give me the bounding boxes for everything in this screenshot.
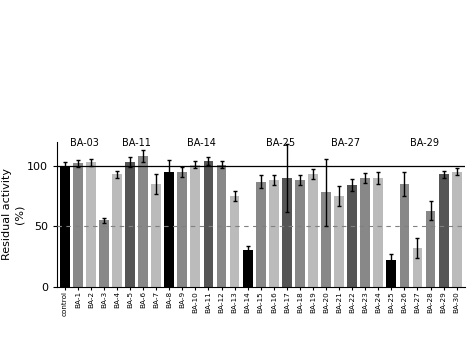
- Bar: [73, 163, 82, 287]
- Bar: [426, 211, 436, 287]
- Y-axis label: Residual activity
(%): Residual activity (%): [2, 168, 24, 260]
- Bar: [386, 260, 396, 287]
- Bar: [400, 184, 410, 287]
- Bar: [243, 250, 253, 287]
- Bar: [360, 178, 370, 287]
- Bar: [230, 196, 239, 287]
- Bar: [164, 172, 174, 287]
- Bar: [86, 162, 96, 287]
- Bar: [191, 164, 201, 287]
- Bar: [269, 180, 279, 287]
- Bar: [321, 192, 331, 287]
- Text: BA-25: BA-25: [266, 138, 295, 148]
- Bar: [217, 164, 227, 287]
- Bar: [295, 180, 305, 287]
- Bar: [99, 220, 109, 287]
- Bar: [452, 172, 462, 287]
- Bar: [308, 174, 318, 287]
- Bar: [256, 182, 265, 287]
- Bar: [125, 162, 135, 287]
- Bar: [203, 161, 213, 287]
- Bar: [439, 174, 448, 287]
- Bar: [412, 248, 422, 287]
- Bar: [282, 178, 292, 287]
- Bar: [374, 178, 383, 287]
- Bar: [177, 172, 187, 287]
- Text: BA-11: BA-11: [122, 138, 151, 148]
- Text: BA-27: BA-27: [331, 138, 360, 148]
- Text: BA-14: BA-14: [188, 138, 216, 148]
- Text: BA-03: BA-03: [70, 138, 99, 148]
- Text: BA-29: BA-29: [410, 138, 438, 148]
- Bar: [112, 174, 122, 287]
- Bar: [347, 185, 357, 287]
- Bar: [138, 156, 148, 287]
- Bar: [151, 184, 161, 287]
- Bar: [334, 196, 344, 287]
- Bar: [60, 166, 70, 287]
